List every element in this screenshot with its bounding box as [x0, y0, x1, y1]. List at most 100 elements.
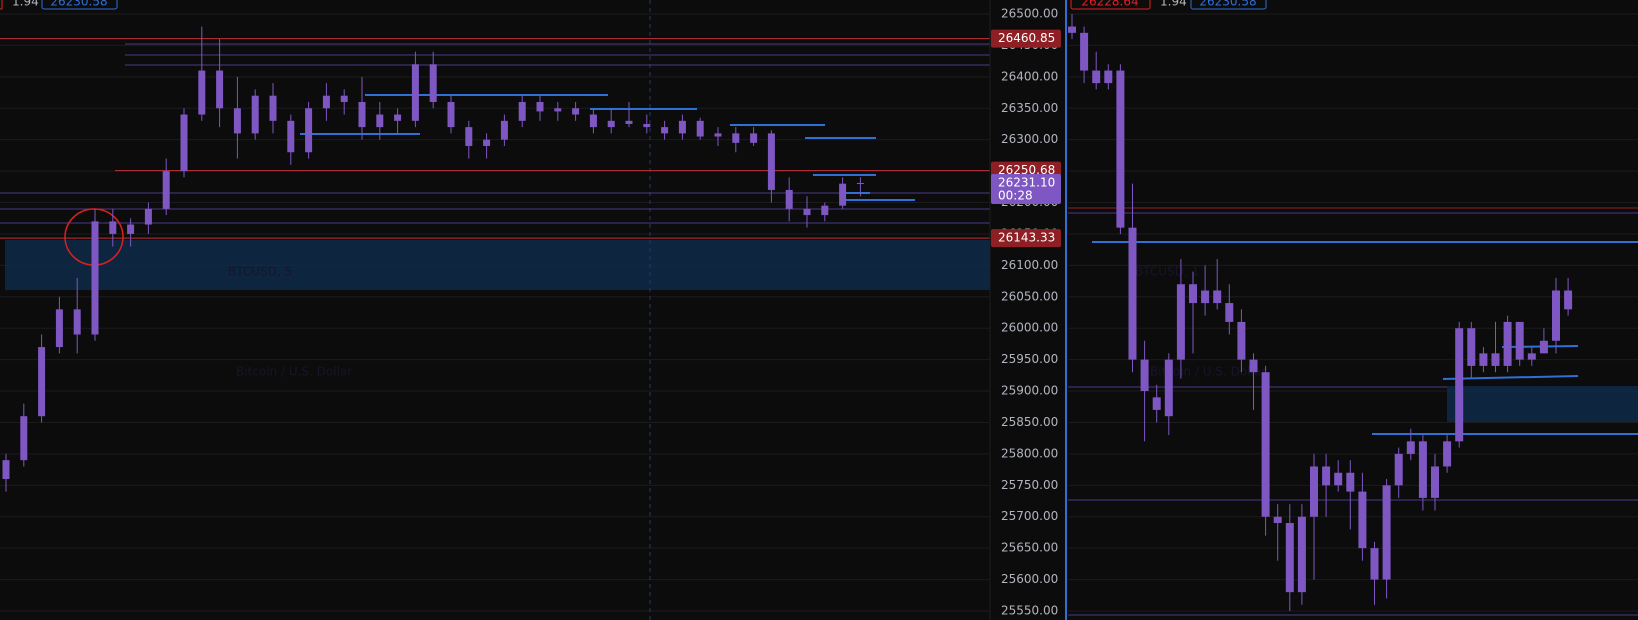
candle-body: [1080, 32, 1089, 71]
bid-box: [1070, 0, 1151, 10]
candle-body: [625, 120, 633, 124]
candle-body: [127, 224, 135, 234]
level-box: [991, 29, 1061, 48]
last-price-box: [991, 173, 1061, 204]
candle-body: [1564, 290, 1573, 310]
candle-body: [856, 182, 864, 184]
y-tick-label: 26500.00: [1001, 7, 1058, 21]
candle-body: [1552, 290, 1560, 341]
candle-body: [554, 108, 562, 112]
candle-body: [1394, 453, 1403, 486]
candle-body: [1225, 303, 1234, 322]
candle-body: [1261, 372, 1270, 517]
candle-body: [91, 221, 99, 335]
candle-body: [1092, 70, 1101, 84]
candle-body: [589, 114, 597, 128]
candle-body: [1467, 328, 1476, 366]
candle-body: [1322, 466, 1331, 486]
candle-body: [1237, 321, 1246, 360]
candle-body: [1346, 472, 1355, 492]
level-label: 26250.68: [998, 163, 1055, 177]
candle-body: [340, 95, 348, 102]
candle-body: [144, 208, 152, 225]
candle-body: [572, 108, 580, 115]
ask: 26230.58: [50, 0, 107, 9]
bid-box: [0, 0, 3, 10]
candle-body: [251, 95, 259, 134]
drawn-levels: [300, 94, 915, 201]
candle-body: [1443, 441, 1452, 467]
candle-body: [1164, 359, 1173, 417]
y-tick-label: 25900.00: [1001, 384, 1058, 398]
candle-body: [732, 133, 740, 143]
y-tick-label: 25600.00: [1001, 572, 1058, 586]
spread: 1.94: [1160, 0, 1187, 9]
candle-body: [1491, 353, 1500, 366]
watermark-subtitle: Bitcoin / U.S. Dollar: [1150, 365, 1266, 379]
candle-body: [1370, 548, 1379, 580]
candle-body: [643, 123, 651, 128]
candle-body: [839, 183, 847, 206]
candle-body: [1068, 26, 1076, 33]
y-tick-label: 25850.00: [1001, 415, 1058, 429]
candle-body: [20, 416, 28, 461]
watermark-title: BTCUSD, 1: [1135, 265, 1199, 279]
candle-body: [376, 114, 384, 128]
countdown: 00:28: [998, 188, 1033, 202]
candle-body: [607, 120, 615, 128]
candle-body: [483, 139, 491, 146]
candle-body: [714, 133, 722, 137]
spread: 1.94: [12, 0, 39, 9]
candle-body: [465, 127, 473, 146]
candle-body: [803, 208, 811, 216]
candle-body: [696, 120, 704, 137]
level-label: 26143.33: [998, 231, 1055, 245]
candle-body: [1431, 466, 1439, 498]
candle-body: [1189, 284, 1197, 304]
candle-body: [518, 101, 526, 121]
candle-body: [322, 95, 330, 109]
y-tick-label: 25800.00: [1001, 446, 1058, 460]
candle-body: [394, 114, 402, 121]
candle-body: [38, 347, 46, 417]
candle-body: [1128, 227, 1137, 360]
y-tick-label: 26400.00: [1001, 69, 1058, 83]
candle-body: [1249, 359, 1258, 373]
candle-body: [411, 64, 419, 121]
level-label: 26460.85: [998, 31, 1055, 45]
candle-body: [750, 133, 758, 143]
candle-body: [55, 309, 63, 348]
candle-body: [661, 127, 669, 134]
y-tick-label: 25950.00: [1001, 352, 1058, 366]
y-tick-label: 25650.00: [1001, 541, 1058, 555]
y-tick-label: 26300.00: [1001, 132, 1058, 146]
candle-body: [536, 101, 544, 112]
candle-body: [1382, 485, 1391, 580]
bid: 26228.64: [1081, 0, 1138, 9]
watermark-subtitle: Bitcoin / U.S. Dollar: [236, 365, 352, 379]
candle-body: [269, 95, 277, 121]
ask-box: [1190, 0, 1267, 10]
candle-body: [1310, 466, 1318, 517]
y-tick-label: 25700.00: [1001, 509, 1058, 523]
candle-body: [1176, 284, 1185, 360]
candle-body: [1334, 472, 1343, 486]
candle-body: [1358, 491, 1367, 549]
candle-body: [358, 101, 366, 128]
drawn-lines: [1068, 207, 1638, 616]
candle-body: [1527, 353, 1536, 360]
candle-body: [109, 221, 117, 234]
candle-body: [1273, 516, 1282, 524]
candle-body: [1104, 70, 1113, 84]
candle-body: [180, 114, 188, 172]
candle-body: [216, 70, 224, 109]
candle-body: [767, 133, 775, 190]
candle-body: [73, 309, 81, 335]
zone: [1447, 386, 1638, 422]
candle-body: [1152, 397, 1161, 410]
y-tick-label: 26100.00: [1001, 258, 1058, 272]
candle-body: [233, 108, 241, 134]
last-price-label: 26231.10: [998, 175, 1055, 189]
